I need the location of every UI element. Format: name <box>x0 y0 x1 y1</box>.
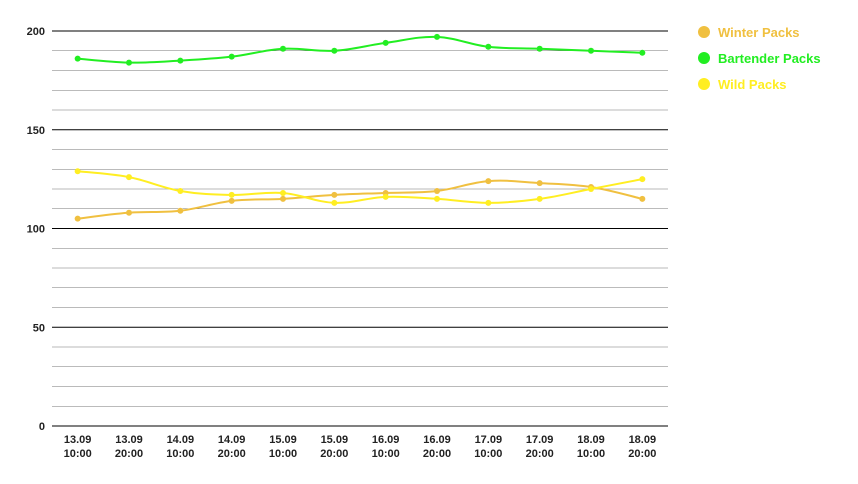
data-point <box>280 195 286 202</box>
x-tick-label: 18.09 10:00 <box>577 434 605 460</box>
x-tick-label: 14.09 10:00 <box>166 434 194 460</box>
data-point <box>382 39 389 46</box>
y-tick-label: 0 <box>39 421 45 433</box>
series-1 <box>74 33 646 66</box>
x-tick-label: 16.09 10:00 <box>372 434 400 460</box>
x-tick-label: 14.09 20:00 <box>218 434 246 460</box>
x-tick-label: 13.09 20:00 <box>115 434 143 460</box>
x-axis-ticks: 13.09 10:00 13.09 20:00 14.09 10:00 14.09 20:00… <box>64 434 657 460</box>
x-tick-label: 13.09 10:00 <box>64 434 92 460</box>
data-point <box>536 195 543 202</box>
data-point <box>639 49 646 56</box>
data-point <box>639 195 646 202</box>
data-point <box>588 47 594 54</box>
data-point <box>126 209 132 216</box>
data-point <box>228 191 235 198</box>
legend-label: Wild Packs <box>718 77 787 92</box>
gridlines <box>52 30 668 427</box>
data-point <box>434 187 440 194</box>
data-point <box>331 191 338 198</box>
legend: Winter Packs Bartender Packs Wild Packs <box>698 25 821 92</box>
data-point <box>228 53 235 60</box>
data-point <box>485 43 492 50</box>
x-tick-label: 18.09 20:00 <box>628 434 656 460</box>
data-point <box>280 189 286 196</box>
series-line <box>77 170 643 204</box>
legend-marker <box>698 78 710 90</box>
y-tick-label: 150 <box>27 125 45 137</box>
data-point <box>228 197 235 204</box>
y-tick-label: 200 <box>27 26 45 38</box>
x-tick-label: 17.09 10:00 <box>474 434 502 460</box>
data-point <box>74 215 81 222</box>
x-tick-label: 15.09 20:00 <box>320 434 348 460</box>
data-point <box>177 207 184 214</box>
data-point <box>434 33 440 40</box>
data-point <box>126 174 132 181</box>
data-point <box>485 199 492 206</box>
data-point <box>280 45 286 52</box>
data-point <box>331 199 338 206</box>
legend-label: Bartender Packs <box>718 51 821 66</box>
data-point <box>536 45 543 52</box>
data-point <box>74 55 81 62</box>
data-point <box>485 178 492 185</box>
data-point <box>74 168 81 175</box>
data-point <box>126 59 132 66</box>
x-tick-label: 16.09 20:00 <box>423 434 451 460</box>
y-tick-label: 50 <box>33 322 45 334</box>
series-line <box>77 179 643 220</box>
series-2 <box>74 168 646 206</box>
x-tick-label: 15.09 10:00 <box>269 434 297 460</box>
data-point <box>177 187 184 194</box>
data-point <box>588 186 594 192</box>
data-point <box>536 180 543 187</box>
y-axis-ticks: 0 50 100 150 200 <box>27 26 45 433</box>
series-group <box>74 33 646 222</box>
legend-marker <box>698 26 710 38</box>
x-tick-label: 17.09 20:00 <box>526 434 554 460</box>
data-point <box>639 176 646 183</box>
legend-label: Winter Packs <box>718 25 800 40</box>
legend-marker <box>698 52 710 64</box>
y-tick-label: 100 <box>27 224 45 236</box>
series-line <box>77 35 643 64</box>
data-point <box>382 193 389 200</box>
data-point <box>434 195 440 202</box>
data-point <box>177 57 184 64</box>
data-point <box>331 47 338 54</box>
